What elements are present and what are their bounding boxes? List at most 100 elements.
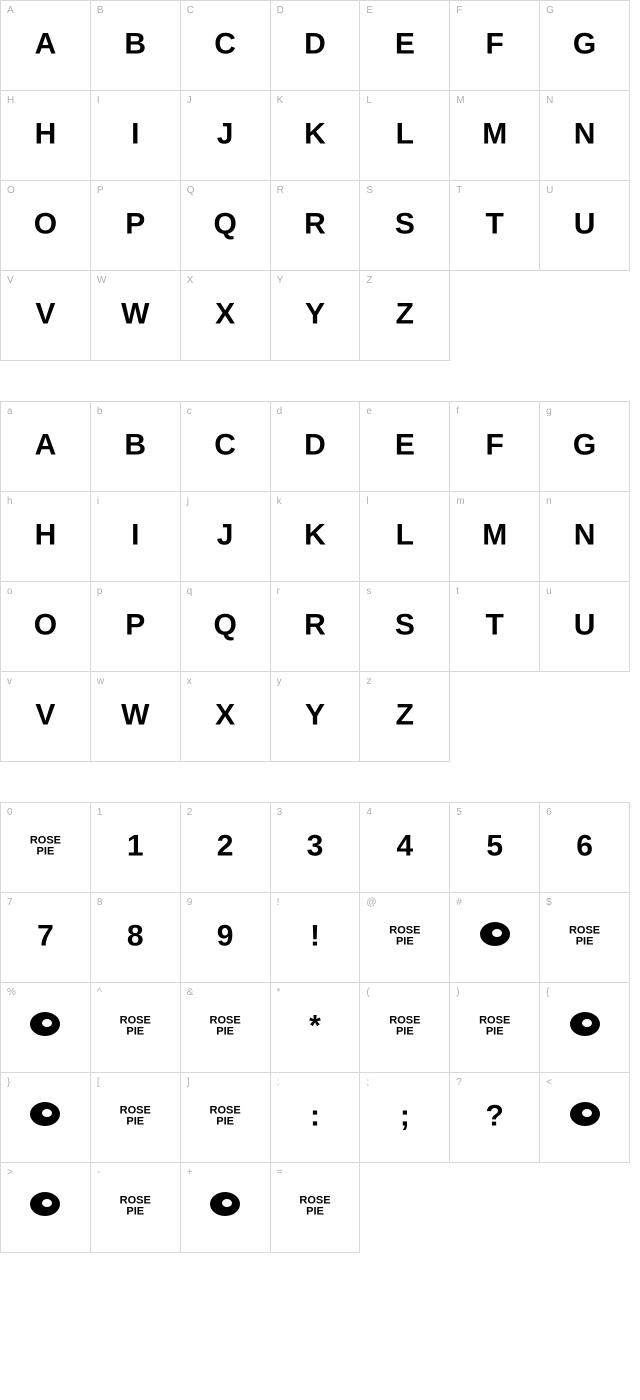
cell-label: 7	[7, 897, 13, 908]
glyph-cell: 11	[91, 803, 181, 893]
cell-glyph: ?	[486, 1101, 504, 1131]
glyph-cell: tT	[450, 582, 540, 672]
glyph-cell: )ROSEPIE	[450, 983, 540, 1073]
cell-label: N	[546, 95, 553, 106]
empty-cell	[450, 672, 540, 762]
cell-glyph: M	[482, 119, 507, 149]
cell-glyph: ROSEPIE	[479, 1015, 510, 1038]
cell-label: J	[187, 95, 192, 106]
empty-cell	[540, 1163, 630, 1253]
cell-label: m	[456, 496, 464, 507]
glyph-cell: TT	[450, 181, 540, 271]
cell-glyph: L	[396, 520, 414, 550]
cell-glyph: D	[304, 430, 326, 460]
glyph-cell: YY	[271, 271, 361, 361]
cell-glyph: W	[121, 299, 149, 329]
cell-glyph: ROSEPIE	[569, 925, 600, 948]
section-symbols: 0ROSEPIE112233445566778899!!@ROSEPIE#$RO…	[0, 802, 640, 1253]
cell-label: U	[546, 185, 553, 196]
cell-glyph: G	[573, 430, 596, 460]
cell-label: ^	[97, 987, 102, 998]
glyph-cell: ;;	[360, 1073, 450, 1163]
cell-glyph: J	[217, 119, 234, 149]
cell-label: (	[366, 987, 369, 998]
cell-glyph: F	[486, 430, 504, 460]
donut-icon	[570, 1102, 600, 1126]
cell-glyph: U	[574, 610, 596, 640]
glyph-cell: SS	[360, 181, 450, 271]
cell-label: D	[277, 5, 284, 16]
glyph-cell: <	[540, 1073, 630, 1163]
cell-label: }	[7, 1077, 10, 1088]
cell-glyph: !	[310, 921, 320, 951]
cell-glyph: O	[34, 610, 57, 640]
glyph-cell: yY	[271, 672, 361, 762]
cell-glyph: Z	[396, 299, 414, 329]
cell-label: l	[366, 496, 368, 507]
cell-label: !	[277, 897, 280, 908]
glyph-cell: QQ	[181, 181, 271, 271]
cell-glyph: A	[35, 430, 57, 460]
cell-label: y	[277, 676, 282, 687]
glyph-cell: #	[450, 893, 540, 983]
glyph-cell: ZZ	[360, 271, 450, 361]
glyph-cell: lL	[360, 492, 450, 582]
cell-label: 9	[187, 897, 193, 908]
glyph-cell: bB	[91, 402, 181, 492]
glyph-cell: 33	[271, 803, 361, 893]
glyph-cell: >	[1, 1163, 91, 1253]
cell-glyph: ROSEPIE	[120, 1195, 151, 1218]
cell-label: 5	[456, 807, 462, 818]
glyph-cell: cC	[181, 402, 271, 492]
cell-glyph	[480, 922, 510, 951]
cell-glyph	[30, 1102, 60, 1131]
cell-glyph	[210, 1192, 240, 1221]
cell-label: q	[187, 586, 193, 597]
cell-label: G	[546, 5, 554, 16]
cell-glyph: ROSEPIE	[389, 925, 420, 948]
cell-label: K	[277, 95, 284, 106]
cell-glyph: I	[131, 119, 139, 149]
cell-glyph: :	[310, 1101, 320, 1131]
cell-glyph: P	[125, 610, 145, 640]
cell-label: $	[546, 897, 552, 908]
glyph-cell: FF	[450, 1, 540, 91]
cell-label: R	[277, 185, 284, 196]
cell-glyph: ROSEPIE	[30, 835, 61, 858]
cell-label: v	[7, 676, 12, 687]
glyph-cell: qQ	[181, 582, 271, 672]
cell-label: <	[546, 1077, 552, 1088]
cell-label: h	[7, 496, 13, 507]
glyph-cell: CC	[181, 1, 271, 91]
cell-glyph: ROSEPIE	[210, 1105, 241, 1128]
glyph-cell: eE	[360, 402, 450, 492]
glyph-cell: ]ROSEPIE	[181, 1073, 271, 1163]
cell-label: s	[366, 586, 371, 597]
cell-label: W	[97, 275, 106, 286]
cell-label: a	[7, 406, 13, 417]
cell-label: {	[546, 987, 549, 998]
glyph-cell: +	[181, 1163, 271, 1253]
cell-label: Z	[366, 275, 372, 286]
glyph-cell: 44	[360, 803, 450, 893]
glyph-cell: 99	[181, 893, 271, 983]
cell-label: @	[366, 897, 376, 908]
glyph-cell: mM	[450, 492, 540, 582]
cell-label: b	[97, 406, 103, 417]
cell-glyph: X	[215, 700, 235, 730]
donut-icon	[570, 1012, 600, 1036]
glyph-grid: AABBCCDDEEFFGGHHIIJJKKLLMMNNOOPPQQRRSSTT…	[0, 0, 630, 361]
glyph-cell: rR	[271, 582, 361, 672]
cell-label: S	[366, 185, 373, 196]
cell-glyph: C	[214, 430, 236, 460]
cell-label: &	[187, 987, 194, 998]
cell-label: ;	[366, 1077, 369, 1088]
glyph-cell: xX	[181, 672, 271, 762]
cell-glyph	[570, 1012, 600, 1041]
cell-glyph: V	[35, 700, 55, 730]
cell-glyph: 7	[37, 921, 54, 951]
cell-glyph: E	[395, 29, 415, 59]
section-lowercase: aAbBcCdDeEfFgGhHiIjJkKlLmMnNoOpPqQrRsStT…	[0, 401, 640, 762]
glyph-cell: 88	[91, 893, 181, 983]
section-uppercase: AABBCCDDEEFFGGHHIIJJKKLLMMNNOOPPQQRRSSTT…	[0, 0, 640, 361]
